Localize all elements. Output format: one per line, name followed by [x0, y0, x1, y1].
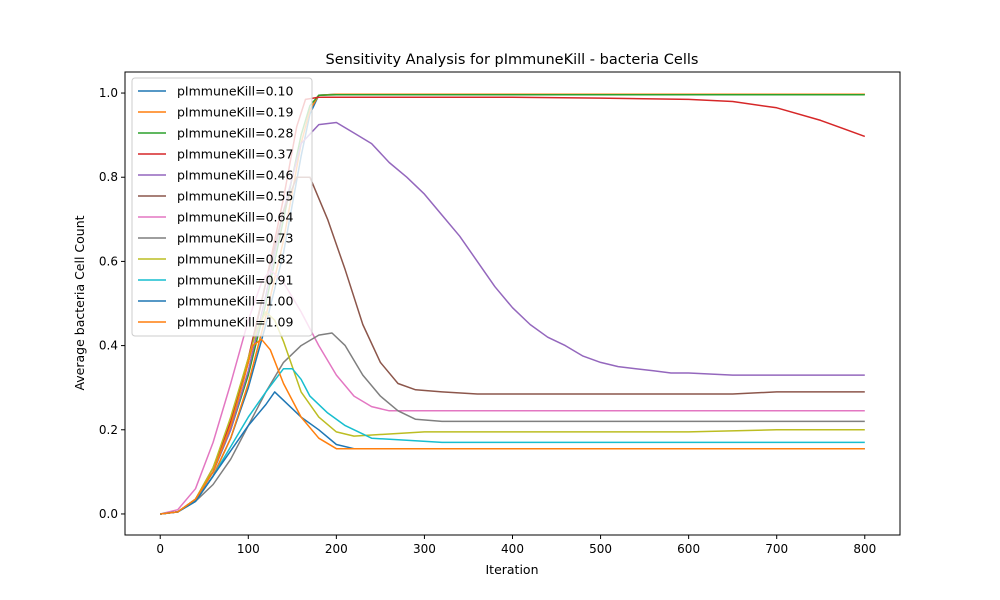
legend-label: pImmuneKill=1.00 [177, 294, 293, 309]
legend-label: pImmuneKill=0.55 [177, 189, 293, 204]
x-tick-label: 0 [156, 542, 164, 556]
y-tick-label: 0.6 [99, 254, 118, 268]
y-tick-label: 0.4 [99, 339, 118, 353]
legend-label: pImmuneKill=0.46 [177, 168, 293, 183]
x-tick-label: 800 [853, 542, 876, 556]
legend-label: pImmuneKill=0.64 [177, 210, 293, 225]
legend-label: pImmuneKill=0.91 [177, 273, 293, 288]
series-line-9 [160, 367, 865, 515]
series-line-7 [160, 332, 865, 515]
x-tick-label: 400 [501, 542, 524, 556]
legend-box [131, 77, 313, 337]
series-line-11 [160, 338, 865, 515]
y-tick-label: 1.0 [99, 86, 118, 100]
series-line-8 [160, 311, 865, 515]
x-tick-label: 200 [325, 542, 348, 556]
legend-label: pImmuneKill=0.82 [177, 252, 293, 267]
y-axis-label: Average bacteria Cell Count [72, 215, 87, 390]
legend-label: pImmuneKill=0.28 [177, 126, 293, 141]
legend: pImmuneKill=0.10 pImmuneKill=0.19 pImmuneK… [131, 77, 313, 337]
legend-label: pImmuneKill=1.09 [177, 315, 293, 330]
x-axis-label: Iteration [485, 562, 538, 577]
x-tick-label: 100 [237, 542, 260, 556]
chart-title: Sensitivity Analysis for pImmuneKill - b… [326, 52, 699, 68]
x-tick-label: 300 [413, 542, 436, 556]
x-tick-label: 500 [589, 542, 612, 556]
series-line-6 [160, 269, 865, 515]
y-axis-ticks: 0.0 0.2 0.4 0.6 0.8 1.0 [99, 86, 125, 521]
y-tick-label: 0.0 [99, 507, 118, 521]
legend-label: pImmuneKill=0.37 [177, 147, 293, 162]
legend-label: pImmuneKill=0.19 [177, 105, 293, 120]
legend-label: pImmuneKill=0.73 [177, 231, 293, 246]
x-axis-ticks: 0 100 200 300 400 500 600 700 800 [156, 535, 876, 556]
axes-frame [124, 71, 901, 536]
legend-label: pImmuneKill=0.10 [177, 84, 293, 99]
y-tick-label: 0.8 [99, 170, 118, 184]
y-tick-label: 0.2 [99, 423, 118, 437]
x-tick-label: 700 [765, 542, 788, 556]
x-tick-label: 600 [677, 542, 700, 556]
